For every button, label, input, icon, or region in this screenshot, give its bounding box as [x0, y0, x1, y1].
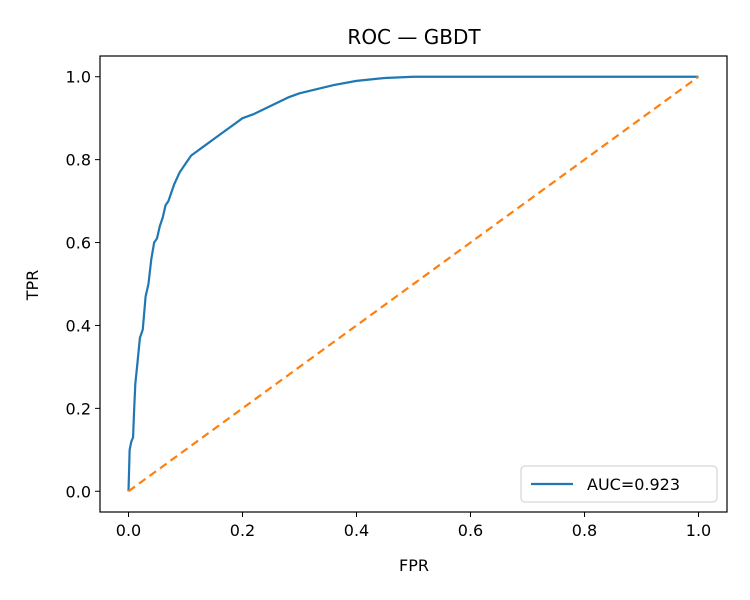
legend-box — [520, 465, 718, 503]
legend: AUC=0.923 — [520, 465, 718, 503]
y-tick-label: 0.0 — [66, 482, 91, 501]
y-tick-label: 0.2 — [66, 399, 91, 418]
y-tick-label: 1.0 — [66, 68, 91, 87]
x-tick-label: 0.0 — [116, 521, 141, 540]
y-tick-label: 0.4 — [66, 316, 91, 335]
x-tick-label: 0.6 — [458, 521, 483, 540]
x-tick-label: 0.4 — [344, 521, 369, 540]
x-axis-label: FPR — [399, 556, 429, 575]
legend-label: AUC=0.923 — [587, 475, 680, 494]
y-axis-label: TPR — [23, 270, 42, 302]
axes: 0.0 0.2 0.4 0.6 0.8 1.0 0.0 0.2 0.4 0.6 0.8 1.0 — [66, 55, 728, 540]
series-line-1 — [127, 75, 699, 492]
plot-area — [127, 75, 700, 493]
x-tick-label: 1.0 — [686, 521, 711, 540]
plot-frame — [99, 55, 728, 513]
y-tick-label: 0.8 — [66, 151, 91, 170]
x-tick-label: 0.2 — [230, 521, 255, 540]
y-tick-label: 0.6 — [66, 234, 91, 253]
series-line-2 — [127, 75, 700, 493]
x-tick-label: 0.8 — [572, 521, 597, 540]
chart-title: ROC — GBDT — [347, 25, 481, 49]
